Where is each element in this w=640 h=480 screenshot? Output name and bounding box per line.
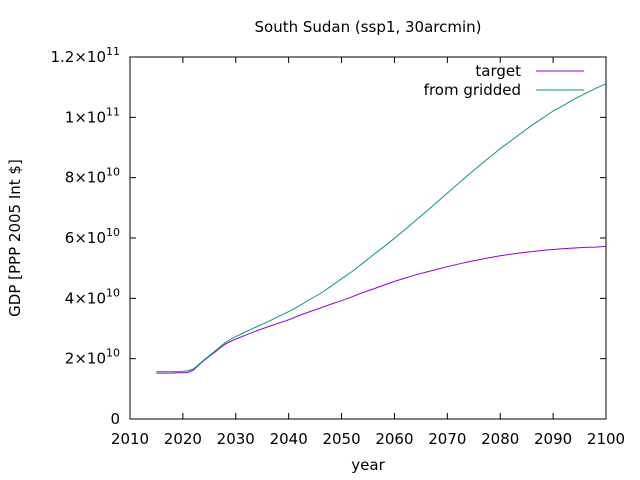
- x-tick-label: 2080: [481, 430, 519, 448]
- x-tick-label: 2050: [322, 430, 360, 448]
- x-tick-label: 2030: [217, 430, 255, 448]
- y-tick-label: 8×1010: [65, 166, 120, 187]
- series-group: [156, 83, 607, 374]
- x-tick-label: 2090: [534, 430, 572, 448]
- y-axis-label: GDP [PPP 2005 Int $]: [6, 159, 24, 317]
- legend-label: from gridded: [424, 81, 521, 99]
- x-tick-label: 2060: [375, 430, 413, 448]
- x-axis-label: year: [351, 456, 385, 474]
- x-tick-label: 2070: [428, 430, 466, 448]
- y-tick-label: 6×1010: [65, 226, 120, 247]
- axes-group: 2010 2020 2030 2040 2050 2060 2070 2080 2090 2100…: [50, 45, 625, 448]
- x-tick-label: 2100: [587, 430, 625, 448]
- x-tick-label: 2020: [164, 430, 202, 448]
- y-tick-label: 4×1010: [65, 286, 120, 307]
- y-tick-label: 2×1010: [65, 347, 120, 368]
- legend-label: target: [475, 62, 521, 80]
- y-tick-label: 1.2×1011: [50, 45, 120, 66]
- y-tick-label: 0: [110, 410, 120, 428]
- x-tick-label: 2010: [111, 430, 149, 448]
- y-tick-label: 1×1011: [65, 105, 120, 126]
- x-tick-label: 2040: [270, 430, 308, 448]
- series-line-1: [156, 83, 607, 373]
- chart-title: South Sudan (ssp1, 30arcmin): [255, 18, 482, 36]
